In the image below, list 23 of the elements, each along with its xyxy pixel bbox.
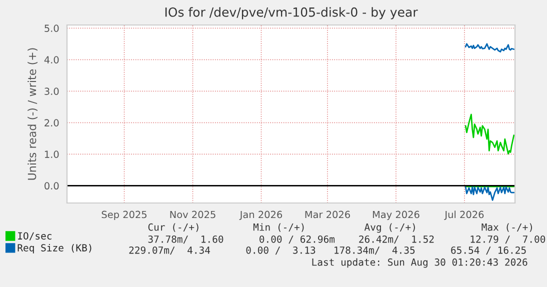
y-tick-label: 0.0 [44,182,59,190]
line-series [464,114,515,155]
y-tick-label: 2.0 [44,119,59,126]
legend-label: Req Size (KB) [18,244,92,254]
x-tick-label: May 2026 [372,210,420,220]
legend-label: IO/sec [18,232,52,240]
text: 229.07m/ 4.34 0.00 / 3.13 178.34m/ 4.35 65.54 / 16.25 [129,246,526,255]
line-series [464,43,515,52]
chart-title: IOs for /dev/pve/vm-105-disk-0 - by year [165,7,418,20]
y-tick-label: 4.0 [44,56,59,64]
x-tick-label: Nov 2025 [170,210,216,218]
text: 37.78m/ 1.60 0.00 / 62.96m 26.42m/ 1.52 12.79 / 7.00 [148,235,546,244]
y-axis-title: Units read (-) / write (+) [28,48,38,180]
y-tick-label: 5.0 [44,24,59,32]
line-series [464,186,515,201]
y-tick-label: 1.0 [44,150,59,158]
text: Cur (-/+) Min (-/+) Avg (-/+) Max (-/+) [148,223,532,233]
x-tick-label: Jan 2026 [239,210,282,220]
x-tick-label: Sep 2025 [102,210,146,220]
x-tick-label: Mar 2026 [305,210,350,218]
y-tick-label: 3.0 [44,88,59,95]
x-tick-label: Jul 2026 [444,210,484,220]
text: Last update: Sun Aug 30 01:20:43 2026 [312,258,528,268]
